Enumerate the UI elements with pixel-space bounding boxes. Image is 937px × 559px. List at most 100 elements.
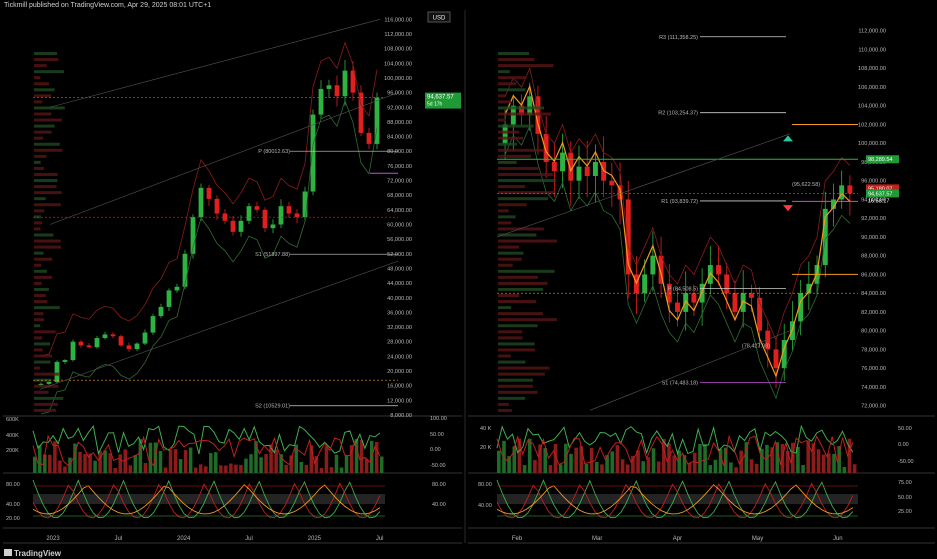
signal-line [496,434,854,468]
oscillator-tick-label: -50.00 [430,463,446,469]
volume-bar [641,461,646,473]
volume-bar [113,467,117,473]
volume-bar [299,461,304,473]
y-tick-label: 104,000.00 [858,104,886,110]
volume-bar [254,441,258,473]
y-tick-label: 112,000.00 [858,29,886,35]
y-tick-label: 94,000.00 [861,197,886,203]
volume-bar [687,462,692,473]
oscillator-tick-label: 80.00 [6,482,20,488]
volume-profile-bar [498,396,526,400]
candle-body [691,293,697,303]
candle-body [732,293,738,312]
y-tick-label: 72,000.00 [861,404,886,410]
volume-profile-bar [34,148,63,152]
volume-bar [289,455,293,473]
volume-bar [88,453,92,473]
candle-body [822,208,828,266]
oscillator-tick-label: 75.00 [898,480,912,486]
volume-bar [718,448,723,473]
oscillator-tick-label: 100.00 [430,416,447,422]
volume-profile-bar [498,112,551,116]
x-tick-label: 2025 [308,536,322,542]
candle-body [551,161,557,172]
pivot-label: S1 (51897.88) [255,252,290,258]
candle-body [748,293,754,298]
x-tick-label: Jun [833,536,843,542]
volume-profile-bar [498,64,554,68]
volume-profile-bar [498,300,537,304]
volume-profile-bar [34,275,53,279]
volume-profile-bar [498,378,534,382]
axes: 116,000.00 112,000.00 108,000.00 104,000.00… [6,11,914,542]
candle-body [278,206,284,225]
volume-tick-label: 40 K [480,426,492,432]
volume-bar [83,454,87,473]
candle-body [765,330,771,350]
volume-bar [364,458,369,473]
volume-profile-bar [34,287,49,291]
pivot-label: R2 (103,254.37) [658,111,698,117]
volume-profile-bar [34,100,43,104]
volume-profile-bar [498,312,543,316]
volume-bar [103,450,107,473]
volume-profile-bar [34,124,55,128]
candle-body [839,185,845,200]
currency-badge [427,11,451,23]
left-price-chart: P (80012.63) S1 (51897.88) S2 (10529.01) [33,19,399,415]
y-tick-label: 112,000.00 [384,32,412,38]
candle-body [38,383,44,386]
volume-profile-bar [34,136,44,140]
x-tick-label: Jul [114,536,122,542]
volume-profile-bar [34,263,42,267]
volume-bar [703,444,707,473]
candle-body [158,306,164,317]
volume-bar [294,444,299,473]
volume-bar [837,445,841,473]
volume-profile-bar [34,209,45,213]
volume-profile-bar [498,360,526,364]
candle-body [150,316,156,333]
volume-tick-label: 20 K [480,445,492,451]
volume-profile-bar [34,402,58,406]
oscillator-tick-label: 25.00 [898,509,912,515]
pivot-label: (95,622.58) [792,182,820,188]
stoch-band [33,494,385,504]
price-badge [866,184,899,193]
y-tick-label: 102,000.00 [858,122,886,128]
volume-bar [507,456,511,473]
y-tick-label: 90,000.00 [861,235,886,241]
candle-body [270,224,276,229]
volume-bar [334,454,339,473]
x-tick-label: May [752,536,763,542]
volume-profile-bar [498,348,536,352]
y-tick-label: 20,000.00 [387,369,412,375]
volume-bar [775,442,780,473]
volume-bar [224,465,228,473]
volume-profile-bar [34,251,44,255]
y-tick-label: 72,000.00 [387,179,412,185]
volume-profile-bar [34,179,58,183]
volume-bar [806,440,811,473]
volume-profile-bar [498,281,548,285]
candle-body [342,70,348,97]
volume-bar [713,459,718,473]
candle-body [206,187,212,199]
volume-bar [636,450,640,473]
volume-bar [274,449,278,473]
trend-channel [49,92,399,225]
volume-profile-bar [498,402,509,406]
volume-bar [193,467,198,473]
volume-bar [594,461,599,473]
volume-profile-bar [498,306,512,310]
volume-bar [344,455,349,473]
volume-profile-bar [34,58,59,62]
candle-body [86,345,92,348]
oscillator-tick-label: 50.00 [898,495,912,501]
price-badge [425,92,461,109]
volume-bar [203,466,208,473]
x-tick-label: Feb [512,536,523,542]
volume-profile-bar [498,251,524,255]
volume-bar [173,449,178,473]
